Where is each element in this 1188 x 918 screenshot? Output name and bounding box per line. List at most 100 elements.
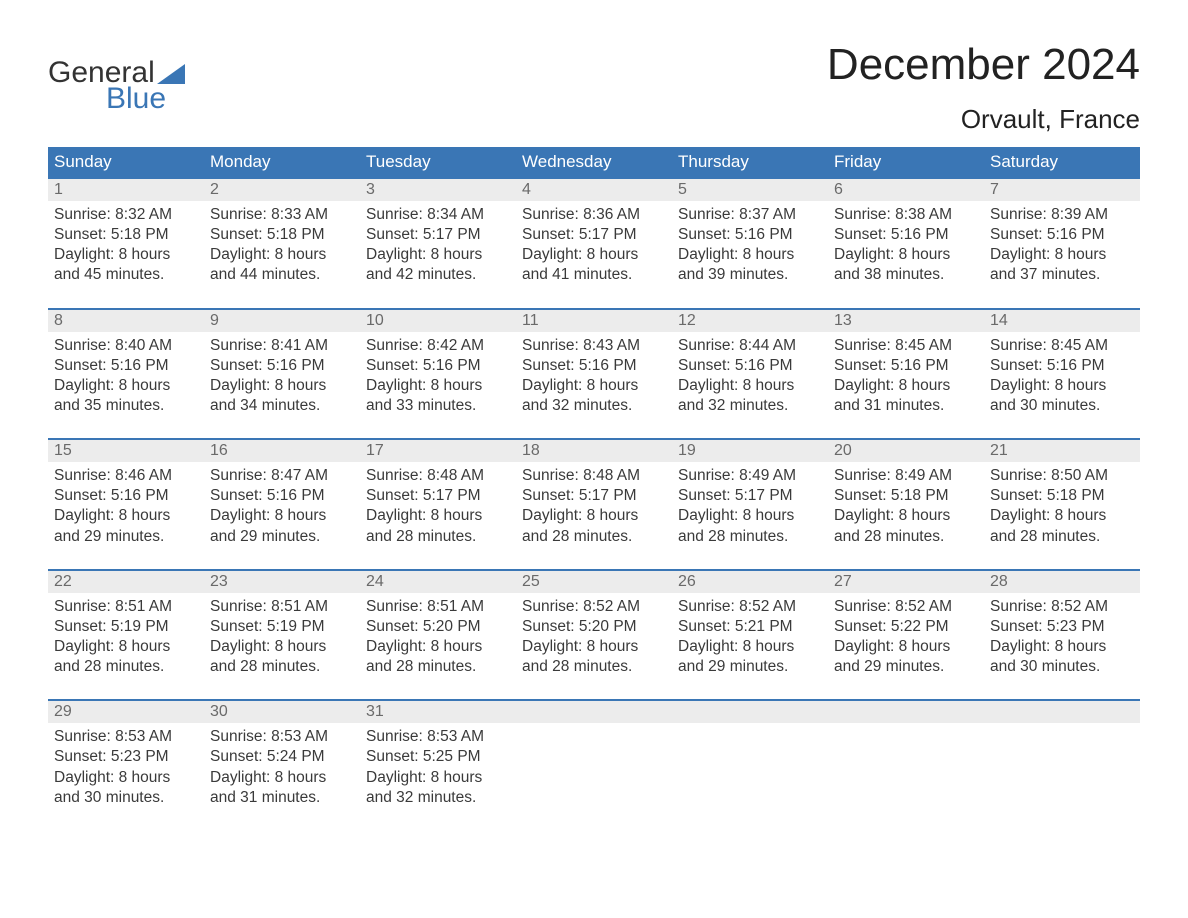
day-number: 23 [204, 573, 360, 591]
day-cell: Sunrise: 8:49 AMSunset: 5:18 PMDaylight:… [828, 462, 984, 551]
day-cell: Sunrise: 8:36 AMSunset: 5:17 PMDaylight:… [516, 201, 672, 290]
day-cell: Sunrise: 8:44 AMSunset: 5:16 PMDaylight:… [672, 332, 828, 421]
daylight-line: and 31 minutes. [834, 396, 978, 416]
daylight-line: Daylight: 8 hours [54, 245, 198, 265]
day-number: 9 [204, 312, 360, 330]
sunrise-line: Sunrise: 8:48 AM [522, 466, 666, 486]
weekday-label: Tuesday [360, 152, 516, 172]
daylight-line: and 28 minutes. [522, 657, 666, 677]
daylight-line: Daylight: 8 hours [678, 506, 822, 526]
daylight-line: Daylight: 8 hours [678, 637, 822, 657]
sunset-line: Sunset: 5:16 PM [834, 356, 978, 376]
daylight-line: and 32 minutes. [522, 396, 666, 416]
sunrise-line: Sunrise: 8:32 AM [54, 205, 198, 225]
daylight-line: Daylight: 8 hours [990, 376, 1134, 396]
sunrise-line: Sunrise: 8:44 AM [678, 336, 822, 356]
sunrise-line: Sunrise: 8:51 AM [210, 597, 354, 617]
sunrise-line: Sunrise: 8:39 AM [990, 205, 1134, 225]
brand-logo: General Blue [48, 58, 185, 114]
day-cell: Sunrise: 8:52 AMSunset: 5:21 PMDaylight:… [672, 593, 828, 682]
sunset-line: Sunset: 5:16 PM [522, 356, 666, 376]
daylight-line: Daylight: 8 hours [678, 245, 822, 265]
sunset-line: Sunset: 5:23 PM [990, 617, 1134, 637]
day-number: 4 [516, 181, 672, 199]
daylight-line: Daylight: 8 hours [834, 245, 978, 265]
sunrise-line: Sunrise: 8:49 AM [678, 466, 822, 486]
day-cell: Sunrise: 8:43 AMSunset: 5:16 PMDaylight:… [516, 332, 672, 421]
daylight-line: and 31 minutes. [210, 788, 354, 808]
sunset-line: Sunset: 5:16 PM [210, 486, 354, 506]
sunrise-line: Sunrise: 8:40 AM [54, 336, 198, 356]
sunrise-line: Sunrise: 8:53 AM [366, 727, 510, 747]
sunrise-line: Sunrise: 8:43 AM [522, 336, 666, 356]
sunset-line: Sunset: 5:19 PM [210, 617, 354, 637]
day-cell: Sunrise: 8:40 AMSunset: 5:16 PMDaylight:… [48, 332, 204, 421]
daylight-line: Daylight: 8 hours [366, 768, 510, 788]
daylight-line: and 37 minutes. [990, 265, 1134, 285]
weekday-label: Monday [204, 152, 360, 172]
sunset-line: Sunset: 5:18 PM [834, 486, 978, 506]
daylight-line: and 41 minutes. [522, 265, 666, 285]
day-cell: Sunrise: 8:45 AMSunset: 5:16 PMDaylight:… [828, 332, 984, 421]
day-cell: Sunrise: 8:49 AMSunset: 5:17 PMDaylight:… [672, 462, 828, 551]
day-cell [828, 723, 984, 812]
weekday-label: Saturday [984, 152, 1140, 172]
day-cell: Sunrise: 8:48 AMSunset: 5:17 PMDaylight:… [360, 462, 516, 551]
sunset-line: Sunset: 5:23 PM [54, 747, 198, 767]
daylight-line: Daylight: 8 hours [990, 245, 1134, 265]
day-cell: Sunrise: 8:52 AMSunset: 5:20 PMDaylight:… [516, 593, 672, 682]
sunset-line: Sunset: 5:17 PM [366, 486, 510, 506]
weeks-container: 1234567Sunrise: 8:32 AMSunset: 5:18 PMDa… [48, 177, 1140, 812]
daylight-line: Daylight: 8 hours [54, 637, 198, 657]
week-row: 15161718192021Sunrise: 8:46 AMSunset: 5:… [48, 438, 1140, 551]
sunrise-line: Sunrise: 8:51 AM [54, 597, 198, 617]
daylight-line: and 30 minutes. [990, 657, 1134, 677]
sunset-line: Sunset: 5:18 PM [54, 225, 198, 245]
day-cell: Sunrise: 8:51 AMSunset: 5:20 PMDaylight:… [360, 593, 516, 682]
sunrise-line: Sunrise: 8:52 AM [522, 597, 666, 617]
daylight-line: and 29 minutes. [834, 657, 978, 677]
day-cell: Sunrise: 8:37 AMSunset: 5:16 PMDaylight:… [672, 201, 828, 290]
daylight-line: and 28 minutes. [990, 527, 1134, 547]
sunset-line: Sunset: 5:17 PM [522, 225, 666, 245]
sunrise-line: Sunrise: 8:37 AM [678, 205, 822, 225]
sunset-line: Sunset: 5:16 PM [678, 225, 822, 245]
daylight-line: and 34 minutes. [210, 396, 354, 416]
day-cell [672, 723, 828, 812]
day-number: 7 [984, 181, 1140, 199]
daylight-line: Daylight: 8 hours [54, 506, 198, 526]
weekday-header-row: SundayMondayTuesdayWednesdayThursdayFrid… [48, 147, 1140, 177]
daylight-line: Daylight: 8 hours [210, 506, 354, 526]
day-number: 21 [984, 442, 1140, 460]
day-cell: Sunrise: 8:33 AMSunset: 5:18 PMDaylight:… [204, 201, 360, 290]
day-number: 3 [360, 181, 516, 199]
day-number: 17 [360, 442, 516, 460]
day-number: 8 [48, 312, 204, 330]
daylight-line: and 28 minutes. [366, 527, 510, 547]
sunrise-line: Sunrise: 8:45 AM [834, 336, 978, 356]
daylight-line: Daylight: 8 hours [54, 376, 198, 396]
day-number: 11 [516, 312, 672, 330]
day-number: 2 [204, 181, 360, 199]
calendar: SundayMondayTuesdayWednesdayThursdayFrid… [48, 147, 1140, 812]
sunrise-line: Sunrise: 8:50 AM [990, 466, 1134, 486]
day-number: 30 [204, 703, 360, 721]
sunrise-line: Sunrise: 8:36 AM [522, 205, 666, 225]
daylight-line: and 28 minutes. [522, 527, 666, 547]
day-cell: Sunrise: 8:45 AMSunset: 5:16 PMDaylight:… [984, 332, 1140, 421]
daylight-line: and 35 minutes. [54, 396, 198, 416]
day-number: 10 [360, 312, 516, 330]
day-number: 22 [48, 573, 204, 591]
weekday-label: Sunday [48, 152, 204, 172]
sunset-line: Sunset: 5:16 PM [54, 356, 198, 376]
sunrise-line: Sunrise: 8:46 AM [54, 466, 198, 486]
sunrise-line: Sunrise: 8:42 AM [366, 336, 510, 356]
sunrise-line: Sunrise: 8:52 AM [678, 597, 822, 617]
day-number: 28 [984, 573, 1140, 591]
sunrise-line: Sunrise: 8:53 AM [210, 727, 354, 747]
day-cell: Sunrise: 8:46 AMSunset: 5:16 PMDaylight:… [48, 462, 204, 551]
sunrise-line: Sunrise: 8:34 AM [366, 205, 510, 225]
weekday-label: Friday [828, 152, 984, 172]
daylight-line: and 28 minutes. [366, 657, 510, 677]
day-number: 15 [48, 442, 204, 460]
